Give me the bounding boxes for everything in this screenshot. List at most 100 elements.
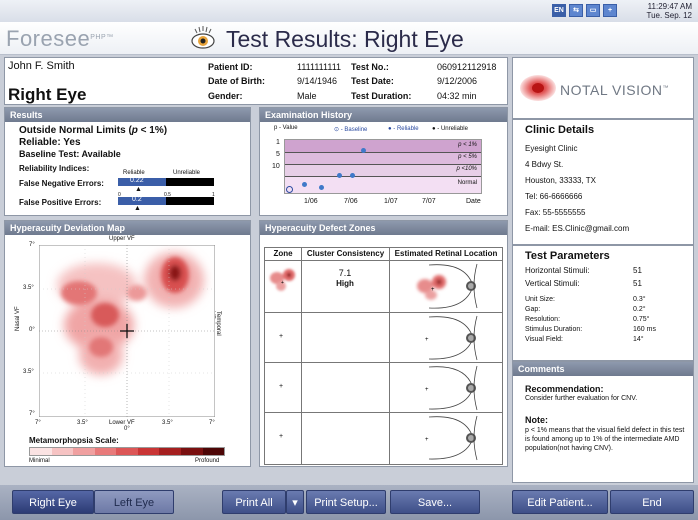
x-tick-2: 1/07 [384, 198, 398, 205]
zone-marker-icon: + [279, 383, 284, 390]
history-pvalue-label: p - Value [274, 125, 298, 131]
map-title: Hyperacuity Deviation Map [5, 221, 250, 235]
x-tick-1: 7/06 [344, 198, 358, 205]
resolution-value: 0.75° [633, 316, 650, 323]
test-no-label: Test No.: [351, 62, 389, 72]
test-date-label: Test Date: [351, 76, 394, 86]
zones-table: Zone Cluster Consistency Estimated Retin… [264, 247, 503, 465]
scale-swatch [180, 448, 203, 455]
results-panel: Results Outside Normal Limits (p < 1%) R… [4, 107, 251, 216]
vertical-stimuli-label: Vertical Stimuli: [525, 279, 580, 288]
false-negative-bar: 0.22 [118, 177, 214, 186]
page-title: Test Results: Right Eye [226, 26, 464, 52]
band-p10 [285, 164, 481, 176]
gender-value: Male [297, 91, 317, 101]
zones-title: Hyperacuity Defect Zones [260, 221, 507, 235]
left-eye-button[interactable]: Left Eye [94, 490, 174, 514]
map-y-tick-2: 0° [29, 327, 35, 333]
edit-patient-button[interactable]: Edit Patient... [512, 490, 608, 514]
reliability-indices-label: Reliability Indices: [19, 164, 90, 173]
plus-icon[interactable]: + [603, 4, 617, 17]
right-eye-button[interactable]: Right Eye [12, 490, 94, 514]
scale-swatch [73, 448, 95, 455]
outside-p: p [131, 125, 138, 136]
test-date-value: 9/12/2006 [437, 76, 478, 86]
map-x-tick-4: 7° [209, 420, 215, 426]
stimulus-duration-value: 160 ms [633, 326, 656, 333]
print-setup-button[interactable]: Print Setup... [306, 490, 386, 514]
map-x-tick-1: 3.5° [77, 420, 88, 426]
col-consistency: Cluster Consistency [301, 249, 389, 261]
scale-swatch [51, 448, 74, 455]
test-duration-value: 04:32 min [437, 91, 477, 101]
band-label-p5: p < 5% [458, 154, 477, 160]
legend-reliable: ● - Reliable [388, 126, 419, 132]
zone-marker-icon: + [279, 433, 284, 440]
map-y-tick-4: 7° [29, 411, 35, 417]
x-tick-0: 1/06 [304, 198, 318, 205]
keyboard-language-icon[interactable]: EN [552, 4, 566, 17]
svg-text:+: + [425, 387, 429, 393]
reliable-status: Reliable: Yes [19, 137, 81, 148]
band-line-3 [285, 176, 481, 177]
history-point [319, 185, 324, 190]
col-divider-2 [389, 248, 390, 464]
row1-consistency-value: 7.1 [338, 268, 352, 278]
col-zone: Zone [273, 249, 293, 258]
end-button[interactable]: End [610, 490, 694, 514]
false-negative-marker-icon: ▲ [135, 186, 142, 193]
lower-vf-label: Lower VF [109, 420, 135, 426]
comments-title: Comments [513, 362, 693, 376]
save-button[interactable]: Save... [390, 490, 480, 514]
comments-panel: Comments Recommendation: Consider furthe… [512, 361, 694, 483]
history-point [337, 173, 342, 178]
false-negative-value: 0.22 [130, 177, 144, 184]
network-icon[interactable]: ⇆ [569, 4, 583, 17]
note-text: p < 1% means that the visual field defec… [525, 427, 685, 452]
print-all-button[interactable]: Print All [222, 490, 286, 514]
fn-scale-0: 0 [118, 192, 121, 198]
recommendation-text: Consider further evaluation for CNV. [525, 395, 638, 402]
defect-zones-panel: Hyperacuity Defect Zones Zone Cluster Co… [259, 220, 508, 467]
clinic-tel: Tel: 66-6666666 [525, 192, 583, 201]
vertical-stimuli-value: 51 [633, 279, 642, 288]
y-tick-1: 1 [276, 139, 280, 146]
map-x-tick-0: 7° [35, 420, 41, 426]
brand-name: NOTAL VISION™ [560, 82, 669, 98]
map-y-tick-1: 3.5° [23, 285, 34, 291]
map-y-tick-3: 3.5° [23, 369, 34, 375]
history-title: Examination History [260, 108, 507, 122]
metamorphopsia-scale-bar [29, 447, 225, 456]
band-p1 [285, 140, 481, 152]
examination-history-panel: Examination History p - Value ⊙ - Baseli… [259, 107, 508, 216]
y-tick-10: 10 [272, 163, 280, 170]
note-title: Note: [525, 415, 548, 425]
clinic-title: Clinic Details [525, 124, 595, 136]
retinal-location-diagram: + [417, 263, 478, 309]
false-positive-marker-icon: ▲ [134, 205, 141, 212]
legend-unreliable-text: - Unreliable [437, 126, 468, 132]
print-dropdown-button[interactable]: ▾ [286, 490, 304, 514]
band-label-p1: p < 1% [458, 142, 477, 148]
logo-text: Foresee [6, 26, 91, 51]
scale-swatch [94, 448, 117, 455]
clinic-email: E-mail: ES.Clinic@gmail.com [525, 224, 630, 233]
scale-swatch [30, 448, 52, 455]
brand-panel: NOTAL VISION™ [512, 57, 694, 119]
dob-value: 9/14/1946 [297, 76, 338, 86]
clinic-details-panel: Clinic Details Eyesight Clinic 4 Bdwy St… [512, 119, 694, 245]
patient-id-label: Patient ID: [208, 62, 253, 72]
false-positive-reliable-zone [118, 197, 166, 205]
legend-baseline: ⊙ - Baseline [334, 127, 368, 133]
eye-icon [191, 26, 215, 49]
system-tray: EN ⇆ ▭ + [552, 4, 617, 17]
y-tick-5: 5 [276, 151, 280, 158]
baseline-status: Baseline Test: Available [19, 149, 121, 159]
false-negative-label: False Negative Errors: [19, 179, 104, 188]
patient-name: John F. Smith [8, 60, 75, 72]
unit-size-value: 0.3° [633, 296, 646, 303]
band-label-normal: Normal [457, 180, 477, 186]
battery-icon[interactable]: ▭ [586, 4, 600, 17]
chevron-down-icon: ▾ [292, 497, 298, 509]
legend-baseline-text: - Baseline [340, 127, 368, 133]
